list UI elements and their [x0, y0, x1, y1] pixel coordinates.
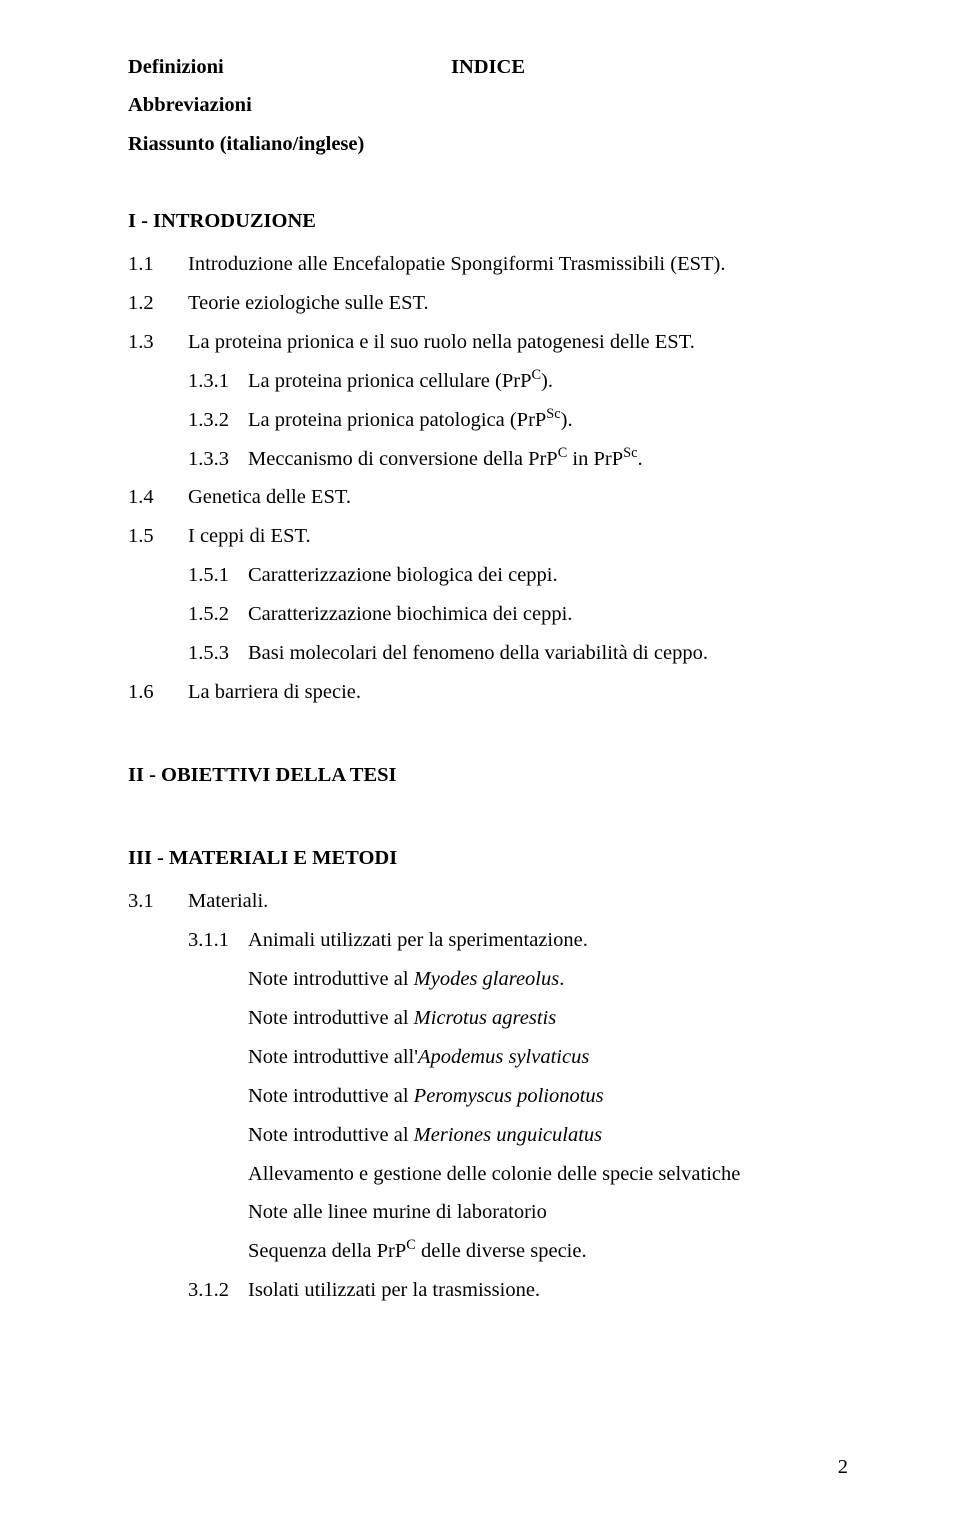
toc-text: Introduzione alle Encefalopatie Spongifo… [188, 245, 848, 284]
toc-item-1-2: 1.2 Teorie eziologiche sulle EST. [128, 284, 848, 323]
toc-num: 1.4 [128, 478, 188, 517]
toc-text: La proteina prionica e il suo ruolo nell… [188, 323, 848, 362]
front-abbreviazioni: Abbreviazioni [128, 86, 848, 125]
note-allevamento: Allevamento e gestione delle colonie del… [128, 1155, 848, 1194]
note-microtus: Note introduttive al Microtus agrestis [128, 999, 848, 1038]
toc-text: Caratterizzazione biochimica dei ceppi. [248, 595, 848, 634]
toc-item-1-3: 1.3 La proteina prionica e il suo ruolo … [128, 323, 848, 362]
section-3-heading: III - MATERIALI E METODI [128, 839, 848, 878]
toc-item-1-5-3: 1.5.3 Basi molecolari del fenomeno della… [128, 634, 848, 673]
toc-num: 1.5 [128, 517, 188, 556]
toc-text: Animali utilizzati per la sperimentazion… [248, 921, 848, 960]
toc-num: 1.5.1 [188, 556, 248, 595]
page-title: INDICE [128, 48, 848, 87]
toc-text: La barriera di specie. [188, 673, 848, 712]
toc-text: Isolati utilizzati per la trasmissione. [248, 1271, 848, 1310]
toc-num: 3.1.1 [188, 921, 248, 960]
toc-num: 1.5.3 [188, 634, 248, 673]
toc-num: 1.2 [128, 284, 188, 323]
toc-item-3-1-1: 3.1.1 Animali utilizzati per la sperimen… [128, 921, 848, 960]
toc-item-1-3-1: 1.3.1 La proteina prionica cellulare (Pr… [128, 362, 848, 401]
toc-text: La proteina prionica cellulare (PrPC). [248, 362, 848, 401]
toc-item-1-5-1: 1.5.1 Caratterizzazione biologica dei ce… [128, 556, 848, 595]
note-meriones: Note introduttive al Meriones unguiculat… [128, 1116, 848, 1155]
toc-num: 1.3 [128, 323, 188, 362]
toc-item-1-4: 1.4 Genetica delle EST. [128, 478, 848, 517]
toc-num: 1.5.2 [188, 595, 248, 634]
toc-item-1-5: 1.5 I ceppi di EST. [128, 517, 848, 556]
toc-num: 3.1.2 [188, 1271, 248, 1310]
section-2-heading: II - OBIETTIVI DELLA TESI [128, 756, 848, 795]
toc-text: Materiali. [188, 882, 848, 921]
toc-text: I ceppi di EST. [188, 517, 848, 556]
note-myodes: Note introduttive al Myodes glareolus. [128, 960, 848, 999]
toc-item-3-1-2: 3.1.2 Isolati utilizzati per la trasmiss… [128, 1271, 848, 1310]
toc-text: La proteina prionica patologica (PrPSc). [248, 401, 848, 440]
section-1-heading: I - INTRODUZIONE [128, 202, 848, 241]
toc-text: Caratterizzazione biologica dei ceppi. [248, 556, 848, 595]
note-apodemus: Note introduttive all'Apodemus sylvaticu… [128, 1038, 848, 1077]
toc-item-1-1: 1.1 Introduzione alle Encefalopatie Spon… [128, 245, 848, 284]
toc-item-3-1: 3.1 Materiali. [128, 882, 848, 921]
toc-item-1-3-2: 1.3.2 La proteina prionica patologica (P… [128, 401, 848, 440]
toc-num: 1.3.1 [188, 362, 248, 401]
toc-num: 3.1 [128, 882, 188, 921]
toc-num: 1.6 [128, 673, 188, 712]
page-number: 2 [838, 1448, 848, 1487]
note-peromyscus: Note introduttive al Peromyscus polionot… [128, 1077, 848, 1116]
toc-text: Genetica delle EST. [188, 478, 848, 517]
toc-num: 1.3.2 [188, 401, 248, 440]
toc-text: Meccanismo di conversione della PrPC in … [248, 440, 848, 479]
toc-item-1-6: 1.6 La barriera di specie. [128, 673, 848, 712]
toc-text: Basi molecolari del fenomeno della varia… [248, 634, 848, 673]
front-definizioni: Definizioni [128, 48, 224, 87]
toc-text: Teorie eziologiche sulle EST. [188, 284, 848, 323]
note-linee-murine: Note alle linee murine di laboratorio [128, 1193, 848, 1232]
toc-item-1-3-3: 1.3.3 Meccanismo di conversione della Pr… [128, 440, 848, 479]
toc-item-1-5-2: 1.5.2 Caratterizzazione biochimica dei c… [128, 595, 848, 634]
front-riassunto: Riassunto (italiano/inglese) [128, 125, 848, 164]
note-sequenza-prp: Sequenza della PrPC delle diverse specie… [128, 1232, 848, 1271]
toc-num: 1.1 [128, 245, 188, 284]
toc-num: 1.3.3 [188, 440, 248, 479]
